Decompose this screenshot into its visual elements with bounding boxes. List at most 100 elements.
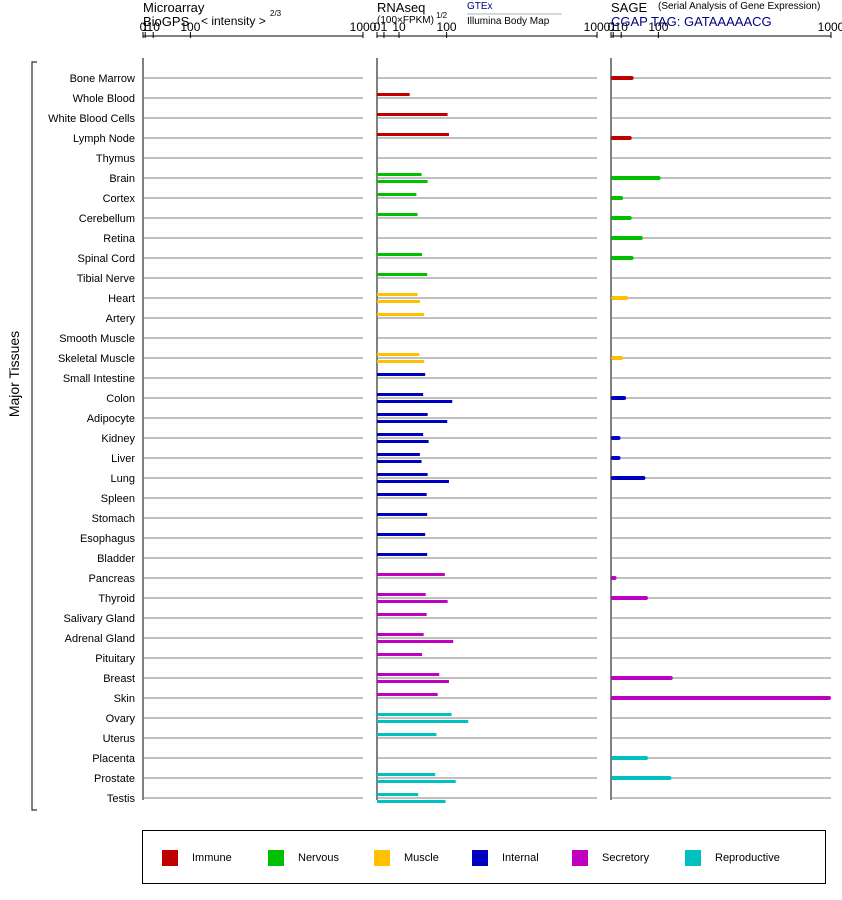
- rnaseq-bar-gtex-liver: [377, 453, 420, 456]
- tissue-label-kidney: Kidney: [101, 433, 135, 445]
- rnaseq-bar-illumina-body-map-breast: [377, 680, 449, 683]
- sage-header-description: (Serial Analysis of Gene Expression): [658, 1, 821, 12]
- microarray-tick-label-10: 10: [147, 20, 161, 34]
- tissue-label-cerebellum: Cerebellum: [79, 213, 135, 225]
- tissue-label-white-blood-cells: White Blood Cells: [48, 113, 135, 125]
- rnaseq-bar-gtex-small-intestine: [377, 373, 426, 376]
- rnaseq-bar-illumina-body-map-testis: [377, 800, 446, 803]
- legend: Immune Nervous Muscle Internal Secretory…: [142, 830, 826, 884]
- tissue-label-thyroid: Thyroid: [98, 593, 135, 605]
- tissue-label-bone-marrow: Bone Marrow: [70, 73, 135, 85]
- y-axis-label: Major Tissues: [6, 331, 22, 417]
- rnaseq-bar-gtex-brain: [377, 173, 422, 176]
- legend-item-internal: Internal: [472, 849, 539, 867]
- legend-label-secretory: Secretory: [602, 852, 650, 864]
- tissue-label-uterus: Uterus: [103, 733, 136, 745]
- rnaseq-bar-gtex-testis: [377, 793, 419, 796]
- tissue-label-salivary-gland: Salivary Gland: [63, 613, 135, 625]
- legend-label-internal: Internal: [502, 852, 539, 864]
- microarray-tick-label-100: 100: [180, 20, 200, 34]
- sage-bar-liver: [611, 456, 621, 460]
- microarray-header-exponent: 2/3: [270, 9, 282, 18]
- tissue-label-small-intestine: Small Intestine: [63, 373, 135, 385]
- rnaseq-bar-illumina-body-map-colon: [377, 400, 453, 403]
- tissue-label-cortex: Cortex: [103, 193, 136, 205]
- rnaseq-bar-gtex-cerebellum: [377, 213, 418, 216]
- tissue-label-bladder: Bladder: [97, 553, 135, 565]
- rnaseq-bar-gtex-thyroid: [377, 593, 426, 596]
- rnaseq-bar-gtex-heart: [377, 293, 418, 296]
- legend-swatch-secretory: [572, 850, 588, 866]
- rnaseq-bar-gtex-pituitary: [377, 653, 423, 656]
- rnaseq-tick-label-0: 0: [374, 20, 381, 34]
- tissue-label-colon: Colon: [106, 393, 135, 405]
- microarray-header-intensity: < intensity >: [201, 14, 266, 28]
- tissue-label-lung: Lung: [111, 473, 135, 485]
- rnaseq-bar-gtex-spinal-cord: [377, 253, 423, 256]
- rnaseq-bar-illumina-body-map-lung: [377, 480, 449, 483]
- tissue-label-testis: Testis: [107, 793, 136, 805]
- rnaseq-bar-gtex-cortex: [377, 193, 417, 196]
- tissue-label-esophagus: Esophagus: [80, 533, 136, 545]
- tissue-label-ovary: Ovary: [106, 713, 136, 725]
- rnaseq-bar-gtex-colon: [377, 393, 424, 396]
- tissue-label-pancreas: Pancreas: [89, 573, 136, 585]
- tissue-label-heart: Heart: [108, 293, 135, 305]
- tissue-label-tibial-nerve: Tibial Nerve: [77, 273, 135, 285]
- sage-bar-prostate: [611, 776, 672, 780]
- rnaseq-bar-gtex-pancreas: [377, 573, 445, 576]
- tissue-label-retina: Retina: [103, 233, 136, 245]
- tissue-label-brain: Brain: [109, 173, 135, 185]
- rnaseq-bar-gtex-ovary: [377, 713, 452, 716]
- sage-bar-skeletal-muscle: [611, 356, 624, 360]
- sage-bar-placenta: [611, 756, 649, 760]
- sage-bar-spinal-cord: [611, 256, 634, 260]
- rnaseq-header-ibm: Illumina Body Map: [467, 16, 550, 27]
- legend-label-muscle: Muscle: [404, 852, 439, 864]
- tissue-label-artery: Artery: [106, 313, 136, 325]
- rnaseq-bar-gtex-breast: [377, 673, 440, 676]
- legend-swatch-nervous: [268, 850, 284, 866]
- rnaseq-bar-illumina-body-map-kidney: [377, 440, 429, 443]
- rnaseq-bar-illumina-body-map-skeletal-muscle: [377, 360, 425, 363]
- microarray-header-title: Microarray: [143, 0, 205, 15]
- legend-item-immune: Immune: [162, 849, 232, 867]
- rnaseq-tick-label-1: 1: [381, 20, 388, 34]
- rnaseq-bar-illumina-body-map-brain: [377, 180, 428, 183]
- rnaseq-tick-label-1000: 1000: [584, 20, 611, 34]
- rnaseq-bar-gtex-salivary-gland: [377, 613, 427, 616]
- sage-bar-kidney: [611, 436, 621, 440]
- rnaseq-bar-gtex-adrenal-gland: [377, 633, 424, 636]
- rnaseq-bar-gtex-skeletal-muscle: [377, 353, 420, 356]
- tissue-label-thymus: Thymus: [96, 153, 136, 165]
- rnaseq-bar-illumina-body-map-ovary: [377, 720, 469, 723]
- sage-bar-retina: [611, 236, 643, 240]
- rnaseq-header-exponent: 1/2: [436, 11, 448, 20]
- rnaseq-bar-gtex-artery: [377, 313, 425, 316]
- sage-header-title: SAGE: [611, 0, 648, 15]
- tissue-label-spleen: Spleen: [101, 493, 135, 505]
- legend-swatch-immune: [162, 850, 178, 866]
- tissue-bracket: [31, 61, 37, 811]
- tissue-label-skeletal-muscle: Skeletal Muscle: [58, 353, 135, 365]
- microarray-tick-label-0: 0: [140, 20, 147, 34]
- microarray-tick-label-1000: 1000: [350, 20, 377, 34]
- tissue-label-skin: Skin: [114, 693, 135, 705]
- rnaseq-bar-gtex-spleen: [377, 493, 427, 496]
- tissue-label-liver: Liver: [111, 453, 135, 465]
- sage-bar-cerebellum: [611, 216, 632, 220]
- rnaseq-header-title: RNAseq: [377, 0, 426, 15]
- microarray-header-source: BioGPS: [143, 14, 190, 29]
- microarray-tick-label-1: 1: [142, 20, 149, 34]
- tissue-label-whole-blood: Whole Blood: [73, 93, 135, 105]
- rnaseq-tick-label-100: 100: [437, 20, 457, 34]
- rnaseq-bar-illumina-body-map-liver: [377, 460, 422, 463]
- sage-tick-label-0: 0: [608, 20, 615, 34]
- sage-bar-thyroid: [611, 596, 649, 600]
- sage-bar-brain: [611, 176, 661, 180]
- sage-bar-bone-marrow: [611, 76, 634, 80]
- rnaseq-bar-illumina-body-map-adrenal-gland: [377, 640, 454, 643]
- tissue-label-spinal-cord: Spinal Cord: [78, 253, 135, 265]
- rnaseq-bar-illumina-body-map-prostate: [377, 780, 456, 783]
